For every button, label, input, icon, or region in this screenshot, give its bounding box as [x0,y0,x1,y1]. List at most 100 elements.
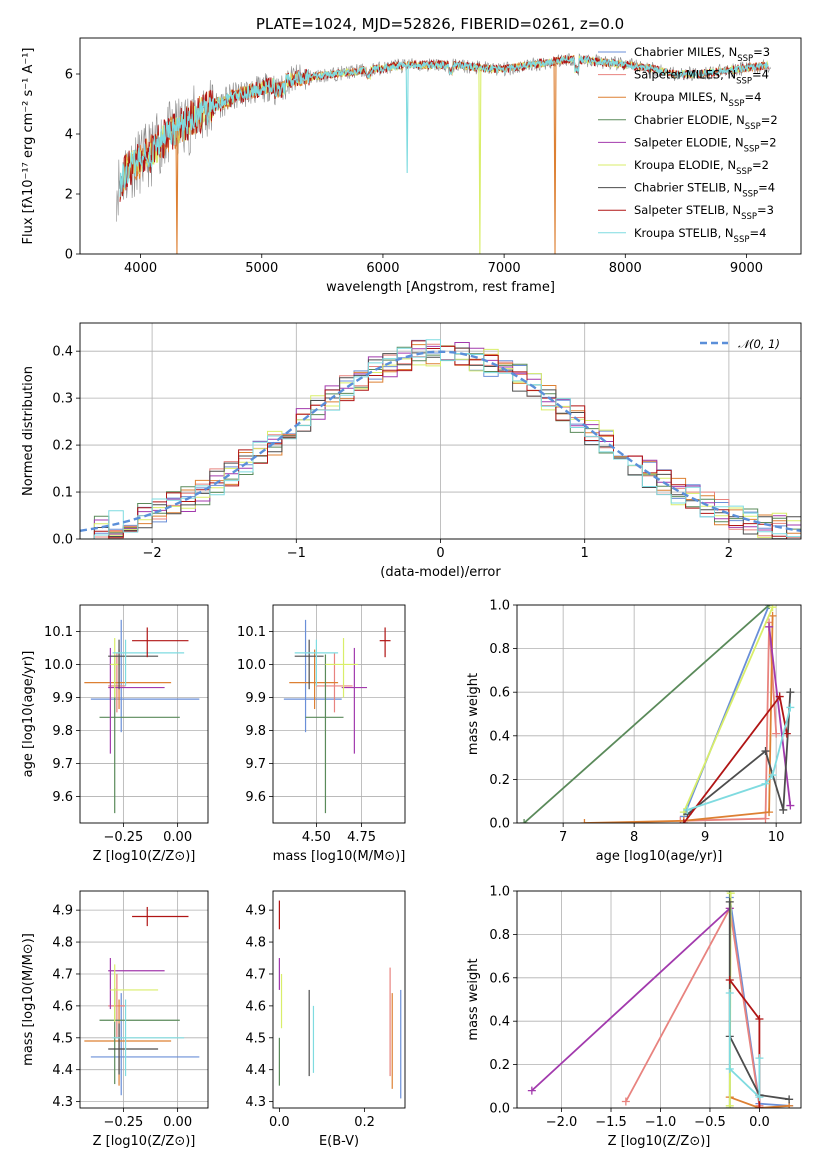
errorbar-point [108,973,126,1038]
series-marker [725,897,734,906]
legend-subscript: SSP [736,77,752,87]
y-axis-label: mass weight [466,673,481,755]
series-marker [725,1064,734,1073]
x-tick-label: 4.50 [302,830,331,845]
series-line [768,626,792,806]
age_vs_Z-axes: −0.25 0.00 9.6 9.7 9.8 9.9 10.0 10.1 Z [log10(Z/… [21,605,208,864]
series-marker [726,891,735,898]
series-marker [786,703,795,712]
spectrum-axes: 4000 5000 6000 7000 8000 9000 0 2 4 6 wavelength [… [21,48,763,296]
legend-tail: =4 [744,90,761,104]
mass_weight_vs_Z-frame [516,890,802,1109]
y-tick-label: 0.4 [489,729,510,744]
series-marker [755,1093,764,1102]
absorption-dip [405,64,409,174]
x-tick-label: 7 [559,830,567,845]
y-tick-label: 6 [65,68,73,83]
mass_vs_EBV-points [278,900,402,1099]
y-tick-label: 0.2 [489,1058,510,1073]
x-tick-label: 8000 [609,261,642,276]
errorbar-point [289,649,339,710]
y-tick-label: 0.3 [52,392,73,407]
absorption-dip [553,61,557,254]
series-marker [768,605,777,612]
y-tick-label: 4.5 [245,1031,266,1046]
legend-subscript: SSP [742,190,758,200]
age_vs_Z-points [84,619,200,814]
x-tick-label: 4.75 [347,830,376,845]
y-tick-label: 4.6 [245,999,266,1014]
y-axis-label: mass [log10(M/M⊙)] [21,933,36,1066]
errorbar-point [112,639,185,686]
mass_vs_EBV-frame [272,890,406,1109]
legend-subscript: SSP [741,212,757,222]
x-tick-label: −0.5 [694,1115,726,1130]
errorbar-point [90,993,200,1096]
y-tick-label: 10.1 [44,625,73,640]
series-marker [765,808,774,817]
errorbar-point [90,619,200,733]
legend-tail: =3 [757,203,774,217]
y-tick-label: 4.3 [245,1095,266,1110]
y-tick-label: 0.8 [489,642,510,657]
y-tick-label: 0.2 [489,773,510,788]
errorbar-point [294,639,324,690]
legend-label-normal: 𝒩(0, 1) [738,337,780,351]
series-marker [725,1101,734,1108]
legend-subscript: SSP [736,167,752,177]
y-tick-label: 4.3 [52,1095,73,1110]
y-axis-label: age [log10(age/yr)] [21,651,36,778]
y-tick-label: 0.6 [489,686,510,701]
errorbar-point [132,906,189,927]
y-tick-label: 0.2 [52,439,73,454]
legend-subscript: SSP [734,235,750,245]
y-axis-label: Flux [fλ10⁻¹⁷ erg cm⁻² s⁻¹ A⁻¹] [21,48,36,245]
absorption-dip [175,130,179,254]
x-tick-label: 0.00 [163,830,192,845]
legend-subscript: SSP [729,99,745,109]
series-marker [527,1086,536,1095]
errorbar-point [108,958,165,1010]
errorbar-point [112,999,185,1077]
x-tick-label: 2 [725,546,733,561]
spectrum-lines [116,53,771,254]
series-marker [755,1054,764,1063]
y-tick-label: 10.0 [237,658,266,673]
x-axis-label: wavelength [Angstrom, rest frame] [326,280,555,295]
errorbar-point [283,619,342,733]
x-tick-label: 9000 [730,261,763,276]
x-tick-label: −0.25 [103,1115,143,1130]
y-tick-label: 4.8 [245,936,266,951]
series-marker [779,805,788,814]
x-tick-label: 0.2 [354,1115,375,1130]
mass_vs_Z-frame [79,890,209,1109]
y-tick-label: 4.6 [52,999,73,1014]
residual_histogram-frame [79,322,802,540]
y-tick-label: 0.0 [489,1102,510,1117]
series-marker [580,819,589,823]
errorbar-point [325,638,358,698]
series-line [531,907,731,1092]
y-axis-label: mass weight [466,958,481,1040]
errorbar-point [110,638,120,698]
series-marker [761,814,770,823]
x-tick-label: −0.25 [103,830,143,845]
series-line [729,1096,790,1108]
y-tick-label: 4.7 [52,967,73,982]
x-tick-label: 5000 [245,261,278,276]
series-marker [683,805,692,814]
series-line [728,993,761,1100]
y-tick-label: 2 [65,188,73,203]
series-line [686,692,792,815]
legend-tail: =4 [749,226,766,240]
legend-subscript: SSP [744,144,760,154]
y-tick-label: 4.9 [245,904,266,919]
series-marker [772,729,781,738]
x-tick-label: 0.0 [269,1115,290,1130]
y-tick-label: 1.0 [489,885,510,900]
series-marker [725,988,734,997]
errorbar-point [108,1023,159,1075]
series-line [687,707,792,811]
x-axis-label: age [log10(age/yr)] [596,849,723,864]
errorbar-point [108,647,165,754]
